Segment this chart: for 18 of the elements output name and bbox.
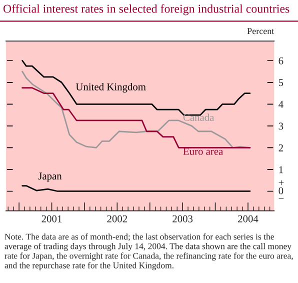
y-tick-label: 3 [278, 122, 284, 130]
y-tick-label: + 0 − [278, 180, 284, 199]
x-tick-label: 2004 [238, 215, 258, 222]
y-tick-label: 4 [278, 100, 284, 108]
y-axis-title: Percent [247, 28, 274, 34]
series-label: Japan [38, 172, 62, 182]
text: Note. The data are as of month-end; the last observation for each series is the average of trading days through July 14, 2004. The data shown are the call money rate for Japan, the overnight rate for Canada, the refinancing rate for the euro area, and the repurchase rate for the United Kingdom. [4, 233, 293, 270]
chart-title: Official interest rates in selected foreign industrial countries [3, 4, 290, 16]
series-label: Euro area [183, 148, 224, 155]
x-tick-label: 2002 [107, 215, 128, 222]
y-tick-label: 2 [278, 144, 283, 152]
y-tick-label: 5 [278, 79, 284, 86]
x-tick-label: 2003 [172, 215, 193, 222]
series-label: United Kingdom [76, 83, 146, 93]
y-tick-label: 6 [278, 57, 284, 64]
y-tick-label: 1 [279, 166, 283, 174]
series-label: Canada [183, 114, 214, 121]
x-tick-label: 2001 [42, 215, 62, 222]
